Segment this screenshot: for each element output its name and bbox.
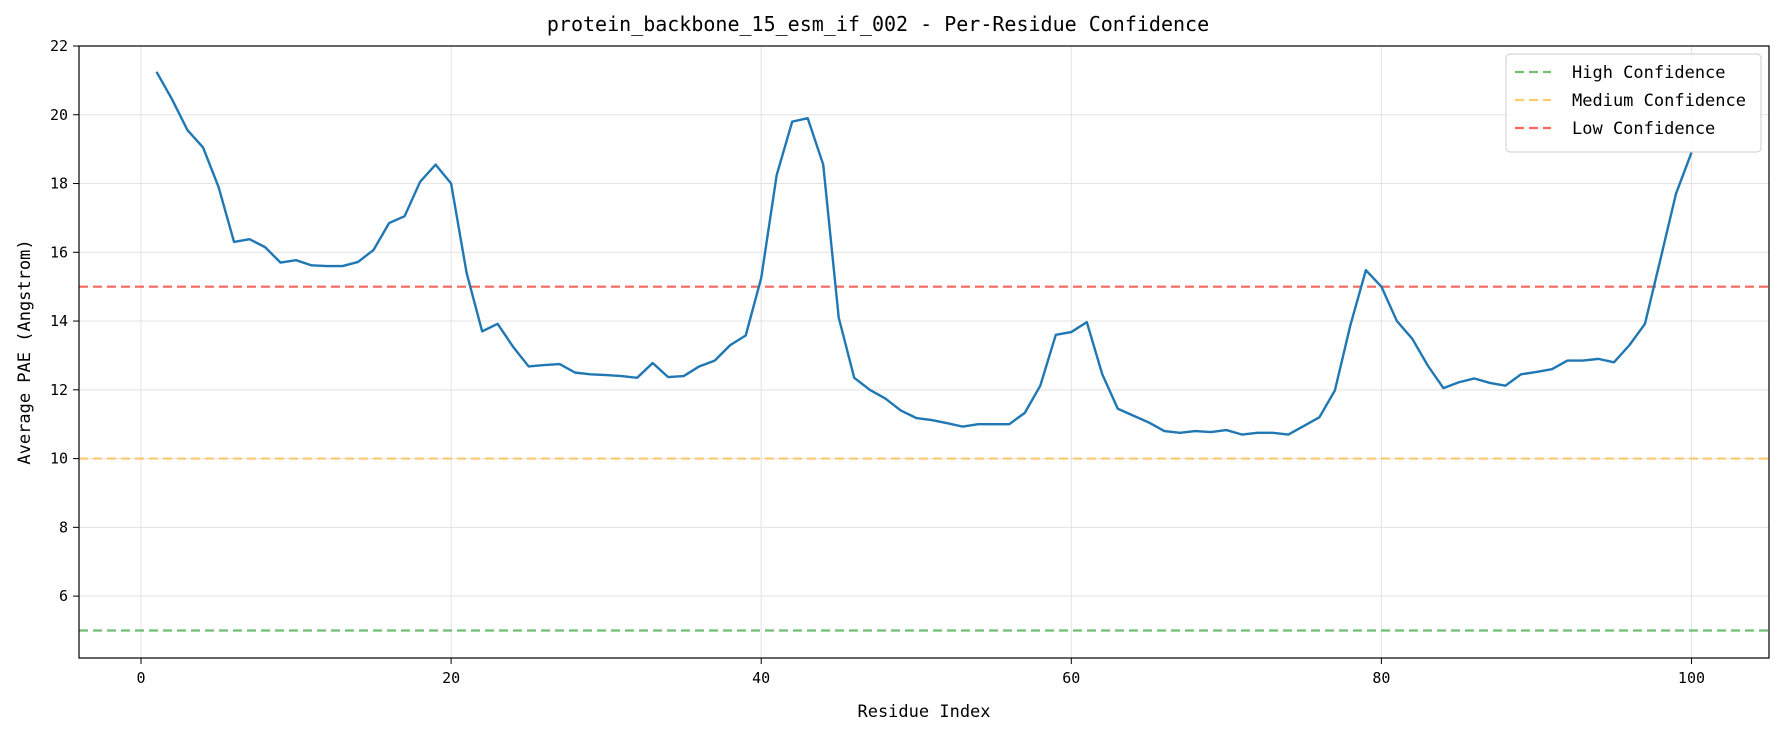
- legend-entry-label: High Confidence: [1572, 63, 1726, 83]
- reference-lines: [79, 285, 1769, 632]
- legend-entry-label: Medium Confidence: [1572, 91, 1746, 111]
- y-tick-label: 22: [50, 37, 68, 55]
- legend-box: [1505, 53, 1762, 153]
- x-tick-label: 0: [137, 669, 146, 687]
- y-tick-label: 18: [50, 175, 68, 193]
- y-tick-label: 16: [50, 243, 68, 261]
- y-tick-label: 8: [59, 518, 68, 536]
- y-tick-label: 6: [59, 587, 68, 605]
- y-tick-label: 12: [50, 381, 68, 399]
- x-tick-label: 40: [752, 669, 770, 687]
- chart-title: protein_backbone_15_esm_if_002 - Per-Res…: [547, 12, 1209, 36]
- x-tick-label: 60: [1062, 669, 1080, 687]
- y-tick-label: 20: [50, 106, 68, 124]
- legend: High Confidence Medium Confidence Low Conf…: [1505, 53, 1762, 153]
- plot-frame: [78, 45, 1770, 659]
- x-tick-label: 100: [1678, 669, 1705, 687]
- x-axis-ticks: 0 20 40 60 80 100: [137, 658, 1705, 687]
- legend-entry-label: Low Confidence: [1572, 119, 1715, 139]
- x-axis-label: Residue Index: [857, 702, 990, 722]
- x-tick-label: 20: [442, 669, 460, 687]
- y-tick-label: 10: [50, 450, 68, 468]
- series-layer: [155, 71, 1693, 436]
- y-tick-label: 14: [50, 312, 68, 330]
- y-axis-label: Average PAE (Angstrom): [15, 239, 35, 464]
- y-axis-ticks: 6 8 10 12 14 16 18 20 22: [50, 37, 79, 605]
- series-line-pae: [155, 71, 1693, 436]
- x-tick-label: 80: [1372, 669, 1390, 687]
